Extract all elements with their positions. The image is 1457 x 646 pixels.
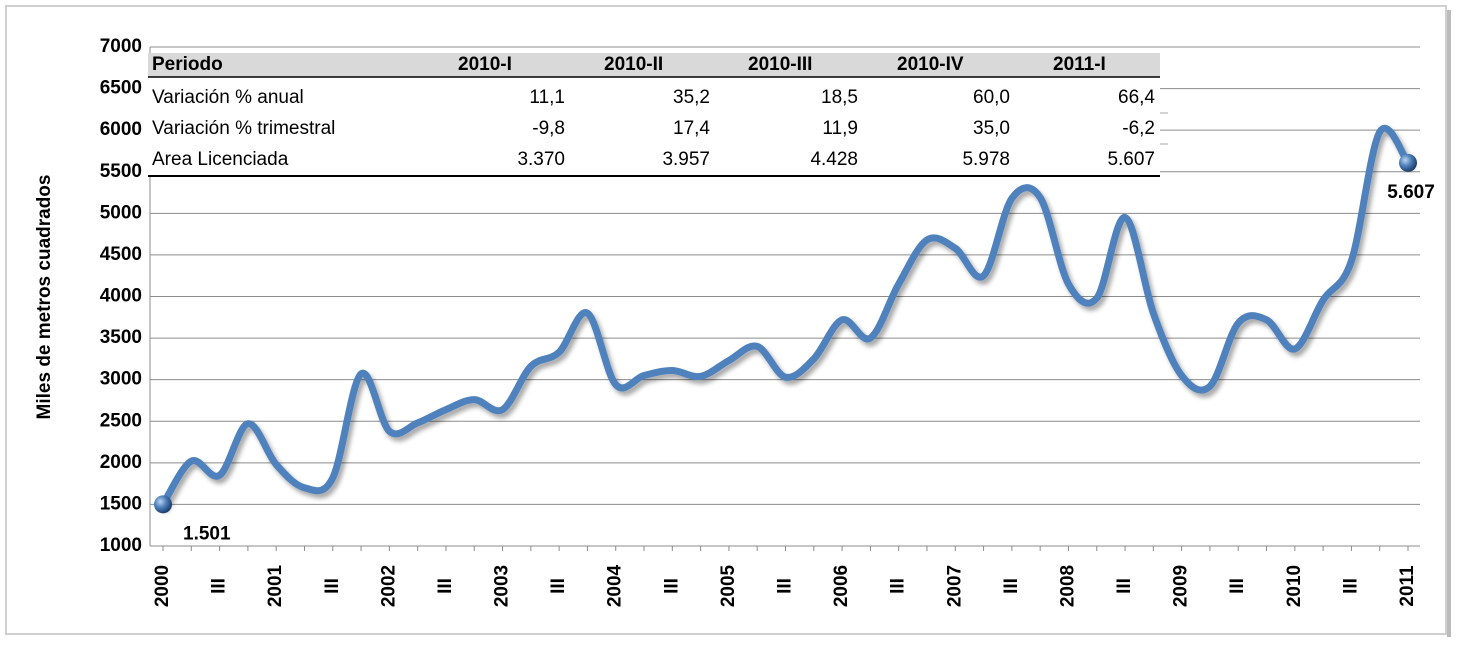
x-tick-label: 2000 <box>152 565 173 607</box>
table-cell: 35,0 <box>973 118 1010 139</box>
y-tick-label: 6500 <box>100 78 142 99</box>
x-tick-label: 2006 <box>831 565 852 607</box>
x-tick-label: 2004 <box>605 564 626 607</box>
y-axis-title: Miles de metros cuadrados <box>34 175 55 420</box>
table-cell: -6,2 <box>1122 118 1155 139</box>
x-tick-label: III <box>661 578 682 594</box>
x-tick-label: III <box>888 578 909 594</box>
table-cell: Variación % anual <box>152 87 304 108</box>
y-tick-label: 3000 <box>100 369 142 390</box>
table-cell: -9,8 <box>532 118 565 139</box>
point-marker <box>154 495 172 514</box>
table-cell: 11,9 <box>822 118 858 139</box>
table-bg <box>148 77 1160 176</box>
x-tick-label: III <box>435 578 456 594</box>
y-tick-label: 6000 <box>100 119 142 140</box>
x-tick-label: 2003 <box>492 565 513 607</box>
table-header-cell: 2010-I <box>458 54 512 75</box>
table-cell: 66,4 <box>1118 87 1155 108</box>
x-tick-label: III <box>775 578 796 594</box>
x-tick-label: III <box>322 578 343 594</box>
data-label: 5.607 <box>1387 182 1435 203</box>
table-cell: 11,1 <box>529 87 565 108</box>
x-tick-label: III <box>1340 578 1361 594</box>
y-tick-label: 1500 <box>100 493 142 514</box>
line <box>159 125 1412 508</box>
table-cell: 60,0 <box>973 87 1010 108</box>
y-tick-label: 3500 <box>100 327 142 348</box>
table-header-cell: 2010-IV <box>897 54 964 75</box>
x-tick-label: 2011 <box>1397 565 1418 607</box>
x-tick-label: 2007 <box>944 565 965 607</box>
y-tick-label: 5000 <box>100 202 142 223</box>
y-tick-label: 4000 <box>100 286 142 307</box>
x-tick-label: 2005 <box>718 564 739 607</box>
x-tick-label: 2001 <box>265 564 286 607</box>
y-tick-label: 1000 <box>100 535 142 556</box>
table-cell: 18,5 <box>821 87 858 108</box>
x-tick-label: III <box>209 578 230 594</box>
y-tick-label: 2000 <box>100 452 142 473</box>
table-header-cell: 2010-III <box>748 54 812 75</box>
table-cell: 3.957 <box>662 149 710 170</box>
x-tick-label: III <box>548 578 569 594</box>
y-tick-label: 4500 <box>100 244 142 265</box>
table-cell: Variación % trimestral <box>152 118 335 139</box>
x-tick-label: III <box>1114 578 1135 594</box>
table-header-cell: 2011-I <box>1053 54 1106 75</box>
y-tick-label: 5500 <box>100 161 142 182</box>
table-header-cell: 2010-II <box>604 54 663 75</box>
x-tick-label: 2002 <box>378 565 399 607</box>
table-cell: 3.370 <box>517 149 565 170</box>
table-cell: 17,4 <box>673 118 710 139</box>
y-tick-label: 7000 <box>100 36 142 57</box>
x-tick-label: 2010 <box>1284 565 1305 607</box>
y-tick-label: 2500 <box>100 410 142 431</box>
x-tick-label: III <box>1001 578 1022 594</box>
x-tick-label: 2009 <box>1171 565 1192 607</box>
table-cell: 4.428 <box>810 149 858 170</box>
point-marker <box>1399 153 1417 172</box>
table-cell: 35,2 <box>673 87 710 108</box>
x-tick-label: 2008 <box>1057 565 1078 607</box>
table-header-bg <box>148 53 1160 77</box>
table-header-cell: Periodo <box>152 54 223 75</box>
table-cell: 5.607 <box>1107 149 1155 170</box>
table-cell: 5.978 <box>962 149 1010 170</box>
data-label: 1.501 <box>183 523 231 544</box>
table-cell: Area Licenciada <box>152 149 289 170</box>
x-tick-label: III <box>1227 578 1248 594</box>
